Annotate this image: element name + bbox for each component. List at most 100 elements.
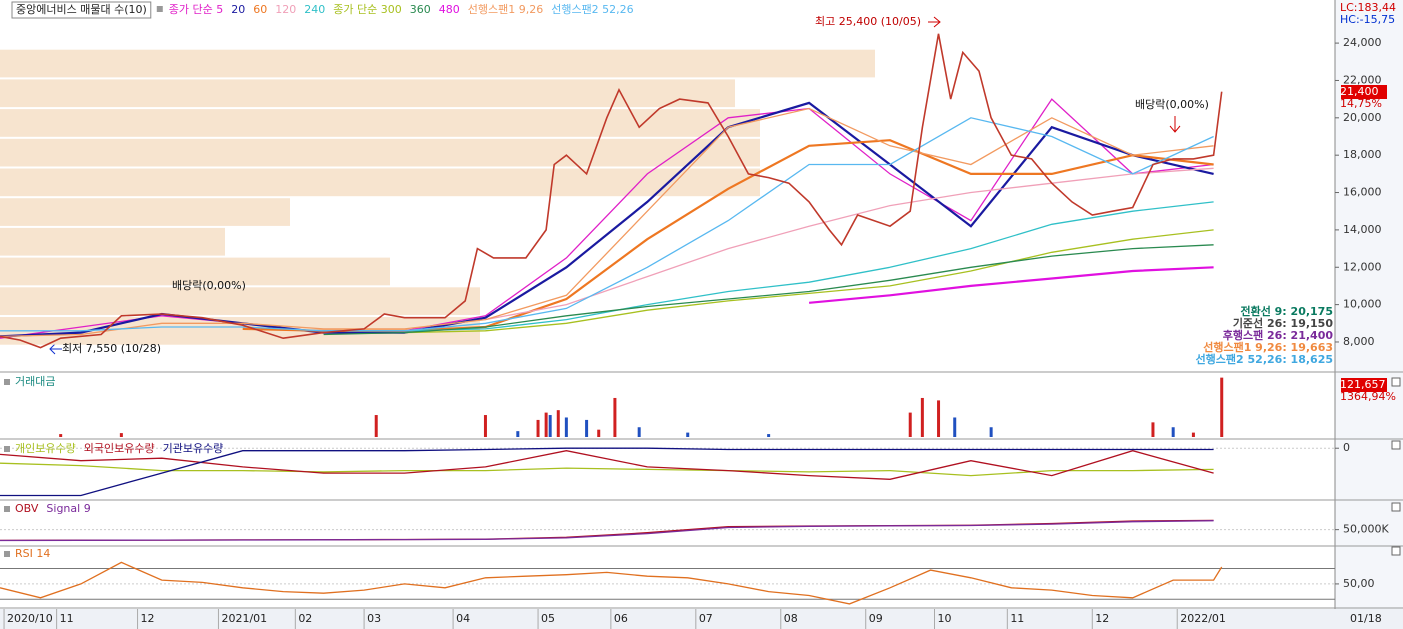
legend-item: 20 [231,3,245,16]
side-label: 1364,94% [1340,390,1396,403]
series-line [0,520,1214,542]
series-line [0,101,1214,338]
x-tick-label: 02 [298,612,312,625]
volume-bar [767,434,771,437]
x-tick-label: 12 [141,612,155,625]
x-axis-area [0,609,1403,629]
y-tick-label: 8,000 [1343,335,1375,348]
y-tick-label: 50,00 [1343,577,1375,590]
price-box [1341,85,1387,99]
legend-item: Signal 9 [46,502,90,515]
volume-bar [536,419,540,437]
legend-item: 외국인보유수량 [84,442,155,455]
volume-bar [597,429,601,437]
volume-profile-bar [0,49,875,78]
annotation: 최고 25,400 (10/05) [815,15,921,28]
volume-bar [516,431,520,437]
legend-item: 기관보유수량 [163,442,224,455]
volume-bar [920,397,924,437]
y-tick-label: 16,000 [1343,186,1382,199]
chart-title: 중앙에너비스 매물대 수(10) [16,3,147,16]
indicator-value: 선행스팬1 9,26: 19,663 [1203,340,1333,354]
volume-profile-bar [0,257,390,286]
x-tick-label: 03 [367,612,381,625]
side-label: LC:183,44 [1340,1,1396,14]
series-line [0,462,1214,477]
volume-profile-bar [0,227,225,256]
volume-bar [1191,432,1195,437]
legend-item: 선행스팬1 9,26 [468,3,543,16]
price-line [0,33,1223,349]
volume-bar [119,433,123,437]
volume-bar [564,417,568,437]
volume-bar [613,397,617,437]
legend-marker [4,379,10,385]
legend-marker [4,446,10,452]
panel-close [1391,546,1401,556]
volume-profile-bar [0,287,480,316]
volume-bar [937,400,941,437]
x-tick-label: 2022/01 [1180,612,1226,625]
x-tick-label: 04 [456,612,470,625]
arrow [928,16,941,28]
legend-item: 60 [253,3,267,16]
y-tick-label: 12,000 [1343,260,1382,273]
indicator-value: 기준선 26: 19,150 [1233,316,1334,330]
volume-bar [908,412,912,437]
volume-bar [637,427,641,437]
series-line [808,266,1214,304]
y-tick-label: 0 [1343,441,1350,454]
volume-profile-bar [0,79,735,108]
x-tick-label: 2021/01 [221,612,267,625]
y-tick-label: 10,000 [1343,298,1382,311]
volume-profile-bar [0,109,760,137]
y-tick-label: 22,000 [1343,73,1382,86]
side-label: 21,400 [1340,85,1379,98]
legend-item: 종가 단순 5 [169,3,223,16]
annotation: 배당락(0,00%) [172,279,246,292]
legend-marker [4,506,10,512]
x-tick-label: 05 [541,612,555,625]
volume-profile-bar [0,198,290,226]
legend-marker [4,551,10,557]
series-line [404,229,1214,334]
series-line [485,167,1214,321]
x-tick-label: 09 [869,612,883,625]
legend-item: RSI 14 [15,547,50,560]
legend-item: 선행스팬2 52,26 [551,3,633,16]
y-tick-label: 50,000K [1343,523,1389,536]
legend-item: 개인보유수량 [15,442,76,455]
indicator-value: 선행스팬2 52,26: 18,625 [1196,352,1333,366]
arrow [1169,116,1181,133]
x-tick-label: 2020/10 [7,612,53,625]
side-label: 121,657 [1340,378,1386,391]
x-tick-label: 10 [938,612,952,625]
volume-profile-bar [0,138,760,167]
panel-close [1391,502,1401,512]
panel-close [1391,377,1401,387]
y-tick-label: 14,000 [1343,223,1382,236]
legend-item: 360 [410,3,431,16]
volume-bar [953,417,957,437]
annotation: 배당락(0,00%) [1135,98,1209,111]
legend-item: 종가 단순 300 [333,3,401,16]
indicator-value: 전환선 9: 20,175 [1240,304,1333,318]
legend-item: 480 [439,3,460,16]
series-line [0,107,1214,338]
panel-title: 거래대금 [15,375,55,388]
right-axis-area [1335,0,1403,629]
side-label: 14,75% [1340,97,1382,110]
side-label: HC:-15,75 [1340,13,1395,26]
y-tick-label: 18,000 [1343,148,1382,161]
panel-close [1391,440,1401,450]
volume-bar [548,415,552,437]
indicator-value: 후행스팬 26: 21,400 [1223,328,1334,342]
x-tick-label: 12 [1095,612,1109,625]
volume-bar [1151,422,1155,437]
y-tick-label: 24,000 [1343,36,1382,49]
panel-separators [0,371,1403,609]
y-tick-label: 20,000 [1343,111,1382,124]
x-tick-label: 11 [1010,612,1024,625]
